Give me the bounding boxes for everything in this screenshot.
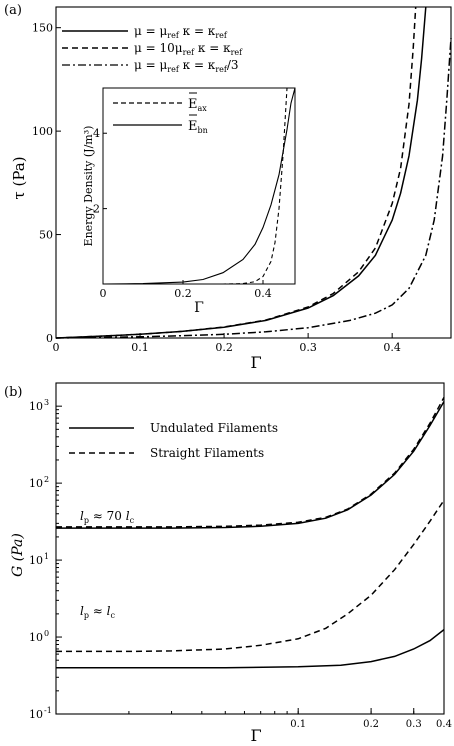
panel-b-series-1 <box>56 401 445 529</box>
panel-a-xtick-label: 0.3 <box>299 341 317 354</box>
panel-a-legend: μ = μref κ = κref μ = 10μref κ = κref μ … <box>62 24 243 74</box>
inset-xtick-label: 0.2 <box>174 287 192 300</box>
panel-b-xtick-label: 0.3 <box>406 719 422 730</box>
panel-b-frame <box>55 382 445 715</box>
panel-a-xlabel: Γ <box>250 353 261 372</box>
panel-b-ytick-label: 10 <box>29 400 43 413</box>
legend-b-entry-2: Straight Filaments <box>150 446 264 460</box>
panel-a-series-2 <box>55 6 417 339</box>
panel-b-xtick-label: 0.4 <box>436 719 452 730</box>
annotation-lp-70-lc: lp ≈ 70 lc <box>80 509 135 525</box>
panel-b-ytick-exponent: -1 <box>44 706 52 715</box>
panel-b-ylabel: G (Pa) <box>10 533 26 577</box>
panel-b-label: (b) <box>4 385 22 400</box>
inset-legend-entry-ax: Eax <box>188 97 207 113</box>
legend-a-entry-2: μ = 10μref κ = κref <box>134 41 243 57</box>
panel-a-xtick-label: 0.2 <box>215 341 233 354</box>
panel-a-ytick-label: 50 <box>39 229 53 242</box>
panel-a-ylabel: τ (Pa) <box>10 156 28 199</box>
legend-b-entry-1: Undulated Filaments <box>150 421 278 435</box>
panel-a-inset: 0 0.2 0.4 2 4 Energy Density (J/m³) Γ Eax Eb… <box>82 87 296 316</box>
inset-axes: 0 0.2 0.4 2 4 <box>93 127 272 300</box>
panel-a-xtick-label: 0.1 <box>131 341 149 354</box>
panel-a-frame <box>55 6 452 339</box>
panel-b-ytick-label: 10 <box>29 631 43 644</box>
panel-a-ytick-label: 150 <box>32 22 53 35</box>
panel-a-series-3 <box>55 37 452 339</box>
panel-a-label: (a) <box>4 3 22 18</box>
panel-b-xtick-label: 0.1 <box>290 719 306 730</box>
panel-b-ytick-exponent: 1 <box>44 552 49 561</box>
inset-ytick-label: 2 <box>93 203 100 216</box>
panel-a-series <box>55 6 452 339</box>
panel-b-legend: Undulated Filaments Straight Filaments <box>69 421 278 460</box>
panel-b-series-4 <box>56 499 445 653</box>
panel-b-xtick-label: 0.2 <box>363 719 379 730</box>
legend-a-entry-1: μ = μref κ = κref <box>134 24 228 40</box>
inset-series-2 <box>102 87 296 285</box>
inset-background <box>103 88 295 284</box>
inset-legend-entry-bn: Ebn <box>188 119 208 135</box>
panel-a: (a) τ (Pa) Γ 0 0.1 0.2 0.3 0.4 0 50 100 150 μ = … <box>4 3 452 372</box>
panel-b-series-3 <box>56 629 445 669</box>
inset-xtick-label: 0 <box>100 287 107 300</box>
panel-b-ytick-exponent: 2 <box>44 475 49 484</box>
inset-ytick-label: 4 <box>93 127 100 140</box>
panel-b-series-2 <box>56 397 445 528</box>
panel-b-xlabel: Γ <box>250 726 261 745</box>
panel-b-ytick-exponent: 3 <box>44 398 49 407</box>
panel-a-xtick-label: 0 <box>53 341 60 354</box>
panel-a-xtick-label: 0.4 <box>383 341 401 354</box>
inset-ylabel: Energy Density (J/m³) <box>82 126 95 247</box>
panel-b-ytick-label: 10 <box>29 477 43 490</box>
inset-xlabel: Γ <box>194 300 204 316</box>
legend-a-entry-3: μ = μref κ = κref/3 <box>134 58 239 74</box>
inset-xtick-label: 0.4 <box>254 287 272 300</box>
annotation-lp-lc: lp ≈ lc <box>80 604 116 620</box>
panel-b-ytick-label: 10 <box>29 708 43 721</box>
panel-b-ytick-label: 10 <box>29 554 43 567</box>
panel-a-ytick-label: 0 <box>46 332 53 345</box>
panel-a-ytick-label: 100 <box>32 125 53 138</box>
panel-b-ytick-exponent: 0 <box>44 629 49 638</box>
panel-b-series <box>56 397 445 669</box>
inset-frame <box>102 87 296 285</box>
